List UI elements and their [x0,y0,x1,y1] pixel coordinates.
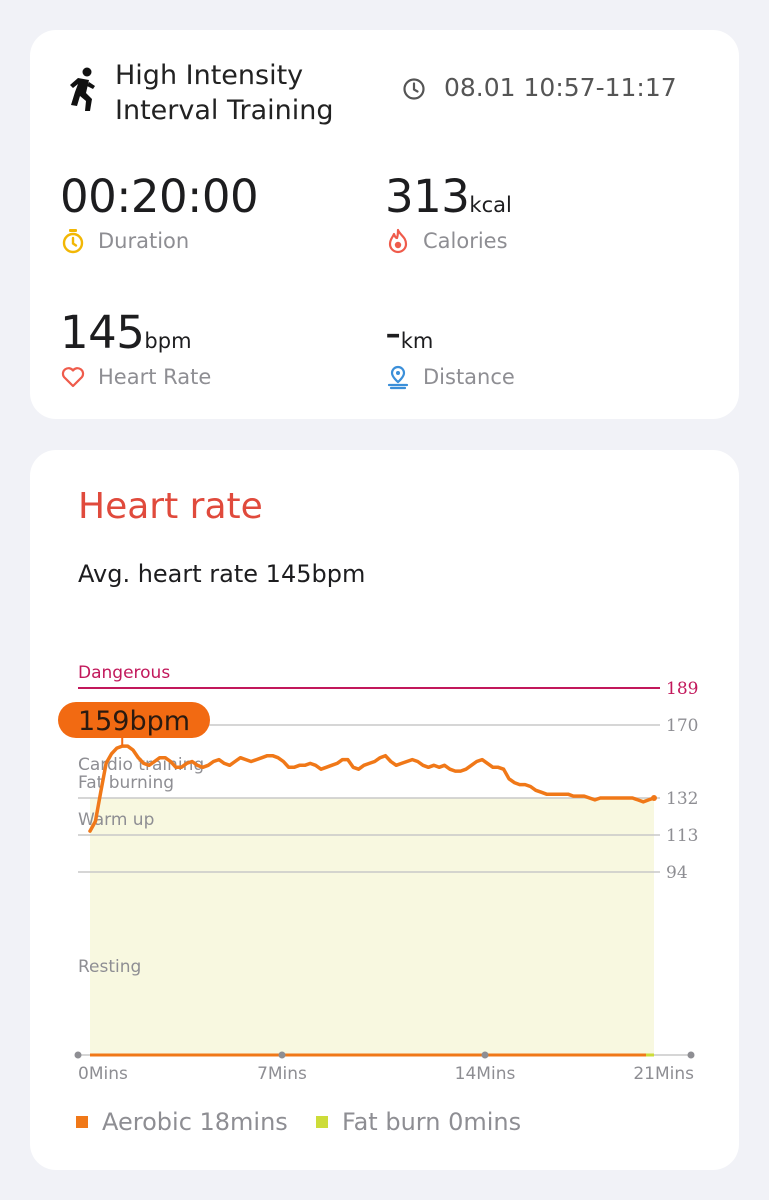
y-tick-132: 132 [666,789,698,809]
max-marker-label: 159bpm [78,706,190,737]
workout-time-range: 08.01 10:57-11:17 [444,73,677,102]
workout-area-fill [90,798,654,1055]
max-marker-pill [58,702,210,738]
running-person-icon [70,67,95,111]
clock-icon [403,78,425,100]
x-tick-dot-0 [74,1051,82,1059]
distance-stat: -km Distance [385,306,515,390]
y-tick-170: 170 [666,716,698,736]
zone-label-fat-burning: Fat burning [78,773,174,793]
legend-aerobic-label: Aerobic 18mins [102,1108,288,1136]
heart-rate-title: Heart rate [78,486,263,527]
heart-rate-stat: 145bpm Heart Rate [60,306,211,389]
fat-burn-swatch [316,1116,328,1128]
stopwatch-icon [62,229,84,254]
average-heart-rate: Avg. heart rate 145bpm [78,560,366,588]
heart-rate-value: 145bpm [60,306,192,359]
flame-icon [388,228,408,254]
zone-label-dangerous: Dangerous [78,663,170,683]
heart-rate-card: Heart rate Avg. heart rate 145bpm Danger… [30,450,739,1170]
end-point [651,795,657,801]
workout-summary-card: High Intensity Interval Training 08.01 1… [30,30,739,419]
zone-label-warm-up: Warm up [78,810,154,830]
heart-icon [61,367,85,388]
legend-fat-burn-label: Fat burn 0mins [342,1108,522,1136]
x-tick-dot-3 [687,1051,695,1059]
zone-label-resting: Resting [78,957,141,977]
legend-fat-burn: Fat burn 0mins [316,1108,521,1136]
x-tick-label-1: 7Mins [257,1064,307,1084]
x-tick-label-3: 21Mins [633,1064,694,1084]
y-tick-113: 113 [666,826,698,846]
location-pin-icon [387,365,409,390]
duration-label: Duration [98,229,190,253]
distance-label: Distance [423,365,515,389]
heart-rate-label: Heart Rate [98,365,212,389]
x-tick-label-0: 0Mins [78,1064,128,1084]
x-tick-dot-2 [481,1051,489,1059]
calories-label: Calories [423,229,508,253]
duration-value: 00:20:00 [60,170,259,223]
duration-stat: 00:20:00 Duration [60,170,259,254]
calories-stat: 313kcal Calories [385,170,512,254]
y-tick-189: 189 [666,679,698,699]
distance-value: -km [385,306,434,359]
y-tick-94: 94 [666,863,688,883]
calories-value: 313kcal [385,170,512,223]
x-tick-dot-1 [278,1051,286,1059]
x-tick-label-2: 14Mins [455,1064,516,1084]
heart-rate-line [88,744,656,833]
aerobic-swatch [76,1116,88,1128]
legend-aerobic: Aerobic 18mins [76,1108,288,1136]
workout-name: High Intensity Interval Training [115,60,334,126]
